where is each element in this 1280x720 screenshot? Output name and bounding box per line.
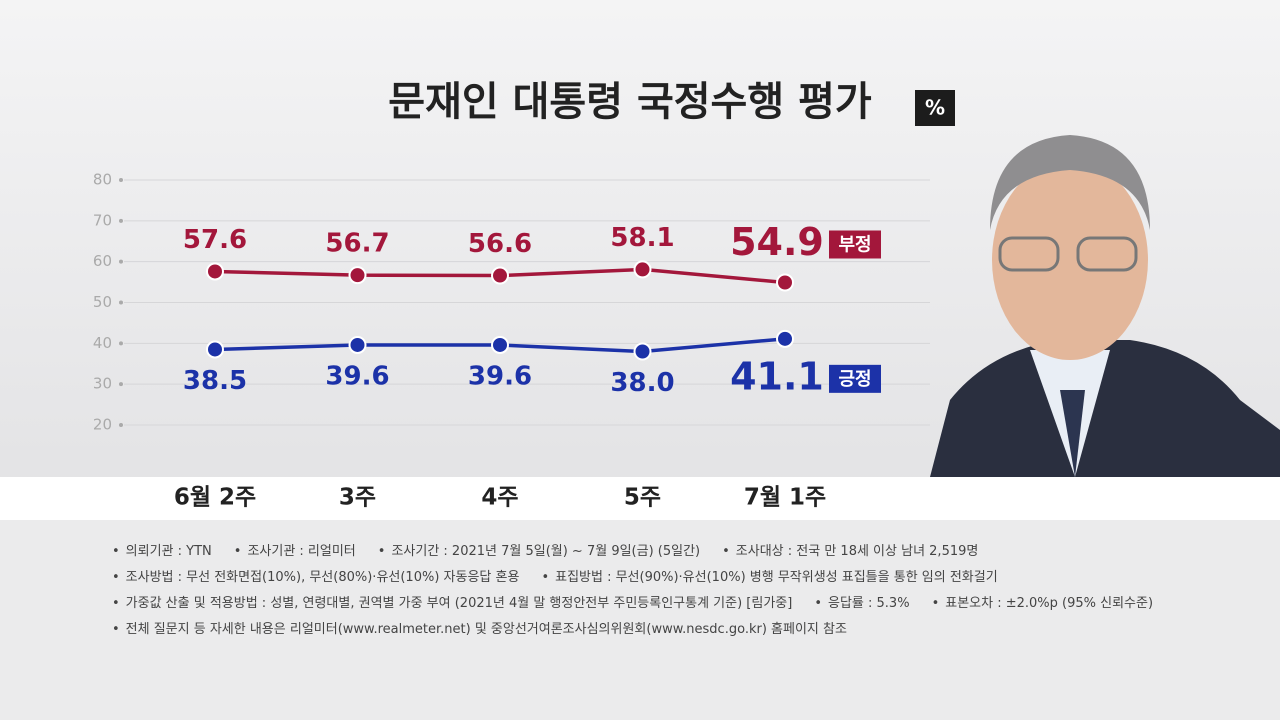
note-item: 조사대상 : 전국 만 18세 이상 남녀 2,519명: [722, 540, 979, 559]
point: [491, 335, 509, 354]
legend-badge: [829, 230, 881, 259]
note-item: 전체 질문지 등 자세한 내용은 리얼미터(www.realmeter.net)…: [112, 618, 847, 637]
value-label: 38.0: [610, 368, 674, 398]
y-tick-label: 80: [93, 171, 112, 189]
value-label: 39.6: [325, 361, 389, 391]
note-item: 표집방법 : 무선(90%)·유선(10%) 병행 무작위생성 표집틀을 통한 …: [541, 566, 998, 585]
tick-dot: [119, 218, 123, 223]
y-tick-label: 60: [93, 252, 112, 270]
portrait: [930, 135, 1280, 477]
y-tick-label: 70: [93, 211, 112, 229]
tick-dot: [119, 341, 123, 346]
value-label: 57.6: [183, 225, 247, 255]
value-label: 39.6: [468, 361, 532, 391]
tick-dot: [119, 178, 123, 182]
y-tick-label: 20: [93, 416, 112, 434]
note-item: 의뢰기관 : YTN: [112, 540, 212, 559]
point: [348, 335, 367, 354]
x-tick-label: 4주: [481, 485, 518, 511]
chart-title: 문재인 대통령 국정수행 평가: [388, 79, 872, 125]
legend-label: 긍정: [838, 369, 871, 390]
legend-label: 부정: [838, 234, 871, 255]
value-label: 41.1: [730, 354, 824, 398]
point: [206, 262, 224, 281]
y-tick-label: 40: [93, 334, 112, 352]
note-item: 조사방법 : 무선 전화면접(10%), 무선(80%)·유선(10%) 자동응…: [112, 566, 520, 585]
note-item: 조사기관 : 리얼미터: [234, 540, 355, 559]
y-tick-label: 50: [93, 293, 112, 311]
value-label: 56.6: [468, 229, 532, 259]
note-line: 조사방법 : 무선 전화면접(10%), 무선(80%)·유선(10%) 자동응…: [112, 562, 1252, 588]
x-tick-label: 6월 2주: [174, 485, 256, 511]
category-strip: [0, 477, 1280, 520]
unit-badge: [915, 90, 955, 126]
x-tick-label: 7월 1주: [744, 485, 826, 511]
note-item: 조사기간 : 2021년 7월 5일(월) ~ 7월 9일(금) (5일간): [378, 540, 700, 559]
x-tick-label: 5주: [624, 485, 661, 511]
point: [633, 342, 652, 361]
tick-dot: [119, 259, 123, 264]
note-line: 의뢰기관 : YTN 조사기관 : 리얼미터 조사기간 : 2021년 7월 5일(…: [112, 536, 1252, 562]
note-line: 가중값 산출 및 적용방법 : 성별, 연령대별, 권역별 가중 부여 (202…: [112, 588, 1252, 614]
tick-dot: [119, 423, 123, 427]
point: [206, 340, 224, 359]
note-item: 가중값 산출 및 적용방법 : 성별, 연령대별, 권역별 가중 부여 (202…: [112, 592, 793, 611]
point: [776, 273, 794, 292]
value-label: 54.9: [730, 220, 824, 264]
point: [776, 329, 794, 348]
note-line: 전체 질문지 등 자세한 내용은 리얼미터(www.realmeter.net)…: [112, 614, 1252, 640]
y-tick-label: 30: [93, 375, 112, 393]
unit-label: %: [925, 96, 945, 120]
point: [348, 266, 367, 285]
legend-badge: [829, 364, 881, 393]
value-label: 56.7: [325, 229, 389, 259]
value-label: 38.5: [183, 366, 247, 396]
x-tick-label: 3주: [339, 485, 376, 511]
point: [633, 260, 652, 279]
tick-dot: [119, 382, 123, 387]
note-item: 응답률 : 5.3%: [814, 592, 910, 611]
note-item: 표본오차 : ±2.0%p (95% 신뢰수준): [932, 592, 1153, 611]
point: [491, 266, 509, 285]
value-label: 58.1: [610, 223, 674, 253]
notes: 의뢰기관 : YTN 조사기관 : 리얼미터 조사기간 : 2021년 7월 5일(…: [112, 536, 1252, 640]
tick-dot: [119, 300, 123, 305]
